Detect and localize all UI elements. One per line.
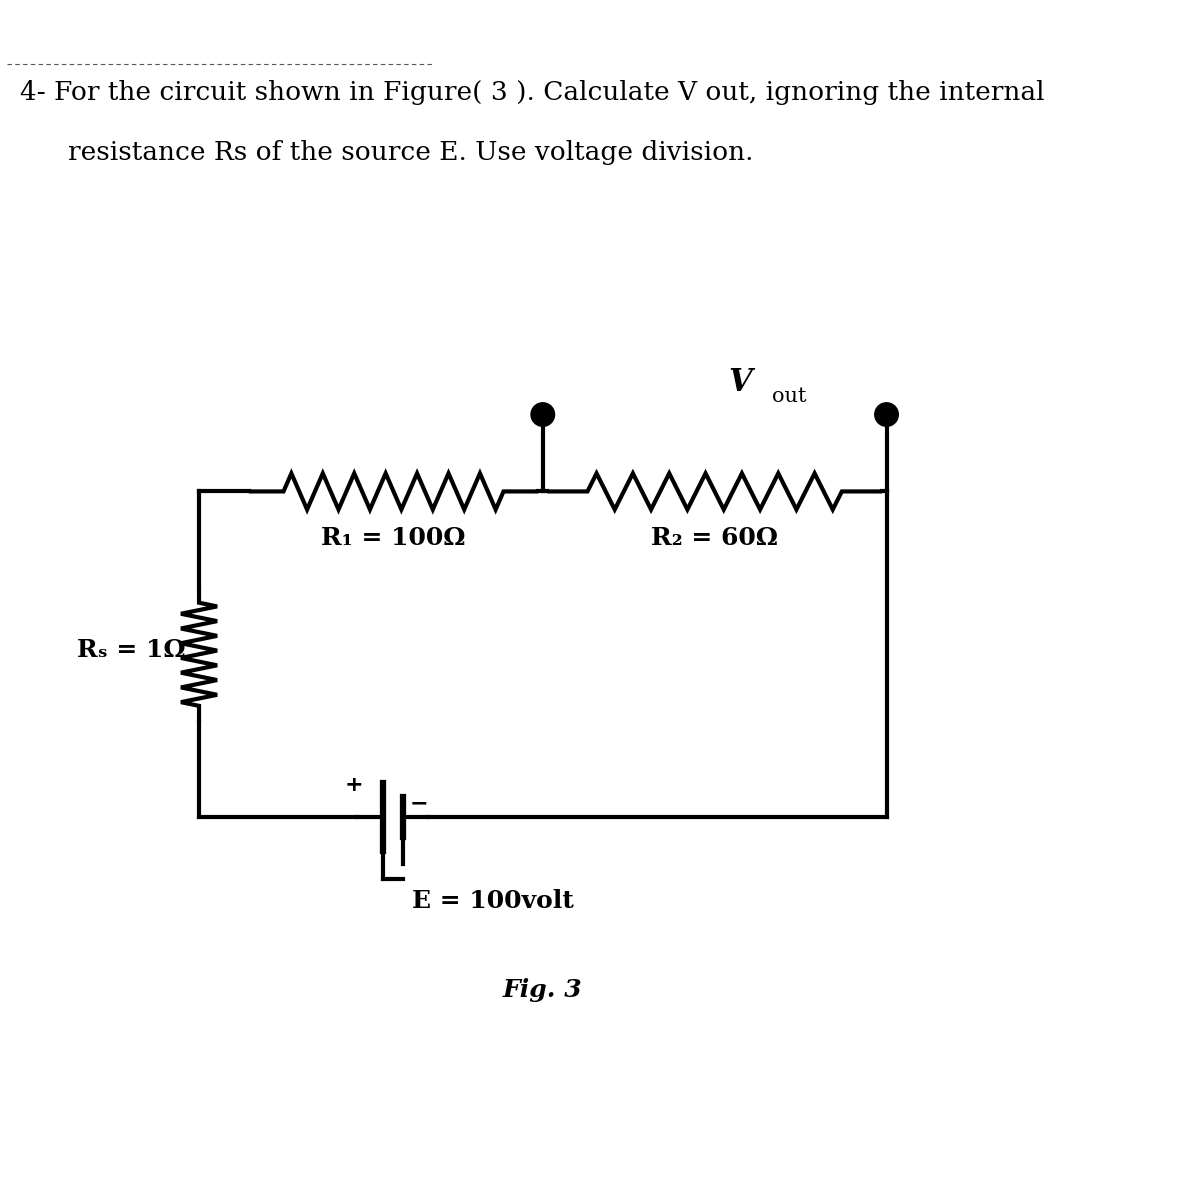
Circle shape [532,403,554,426]
Text: resistance Rs of the source E. Use voltage division.: resistance Rs of the source E. Use volta… [68,140,754,166]
Text: 4- For the circuit shown in Figure( 3 ). Calculate V out, ignoring the internal: 4- For the circuit shown in Figure( 3 ).… [20,80,1044,104]
Text: Fig. 3: Fig. 3 [503,978,582,1002]
Text: E = 100volt: E = 100volt [412,889,574,913]
Circle shape [875,403,899,426]
Text: −: − [409,793,428,814]
Text: R₂ = 60Ω: R₂ = 60Ω [652,526,778,550]
Text: Rₛ = 1Ω: Rₛ = 1Ω [77,637,186,661]
Text: out: out [772,386,806,406]
Text: V: V [728,367,752,398]
Text: R₁ = 100Ω: R₁ = 100Ω [322,526,466,550]
Text: +: + [344,775,364,796]
